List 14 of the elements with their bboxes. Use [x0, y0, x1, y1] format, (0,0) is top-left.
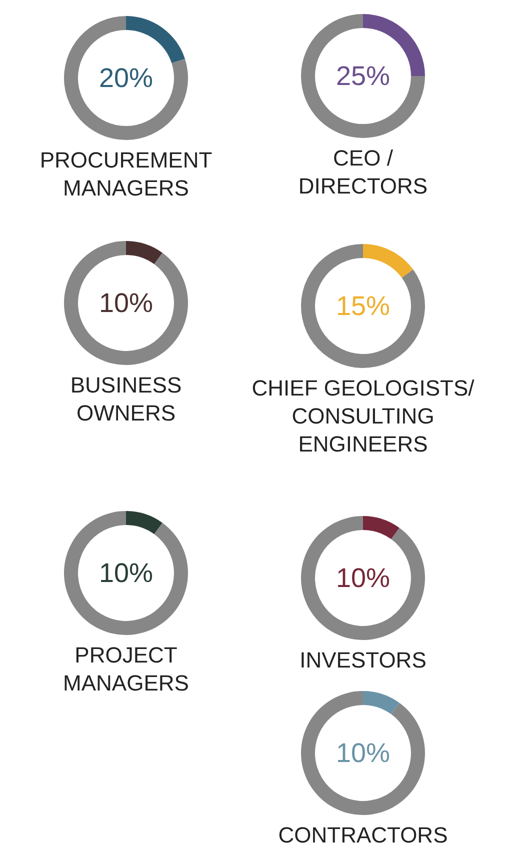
text: CEO / DIRECTORS: [298, 146, 428, 198]
text: 10%: [336, 563, 390, 593]
text: PROCUREMENT MANAGERS: [40, 148, 212, 200]
text: 20%: [98, 63, 154, 93]
text: INVESTORS: [300, 648, 426, 672]
text: 10%: [98, 288, 154, 318]
text: CHIEF GEOLOGISTS/ CONSULTING ENGINEERS: [252, 376, 476, 456]
text: 10%: [336, 738, 390, 768]
text: 15%: [336, 291, 390, 321]
text: 25%: [336, 61, 390, 91]
text: PROJECT MANAGERS: [63, 642, 189, 696]
text: BUSINESS OWNERS: [70, 372, 182, 426]
text: 10%: [98, 558, 154, 588]
text: CONTRACTORS: [278, 822, 448, 846]
